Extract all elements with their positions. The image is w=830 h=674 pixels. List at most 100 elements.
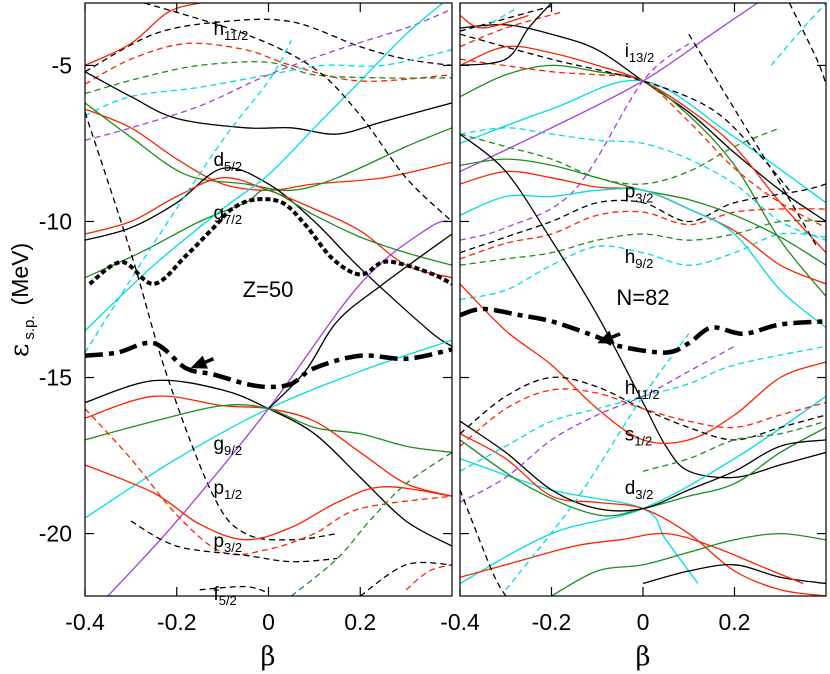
neutron-level-curve-40 bbox=[460, 14, 529, 29]
proton-level-curve-27 bbox=[405, 564, 452, 591]
orbital-j: 7/2 bbox=[224, 212, 242, 227]
proton-arrow-head bbox=[190, 355, 208, 369]
neutron-level-curve-11 bbox=[460, 127, 826, 241]
orbital-letter: h bbox=[625, 247, 636, 268]
neutron-level-curve-39 bbox=[788, 3, 826, 85]
proton-x-tick-label: 0.2 bbox=[344, 609, 376, 635]
proton-level-label: g7/2 bbox=[213, 203, 242, 227]
neutron-level-curve-0 bbox=[460, 5, 552, 32]
neutron-level-curve-31 bbox=[460, 388, 826, 447]
proton-level-curve-4 bbox=[85, 8, 452, 141]
orbital-j: 1/2 bbox=[634, 434, 652, 449]
orbital-letter: i bbox=[625, 41, 629, 62]
neutron-level-curve-19 bbox=[460, 187, 826, 329]
neutron-level-label: i13/2 bbox=[625, 41, 655, 65]
neutron-level-curve-33 bbox=[460, 345, 735, 503]
y-tick-label: -15 bbox=[39, 365, 72, 391]
proton-level-curve-7 bbox=[85, 108, 452, 191]
neutron-x-tick-label: -0.4 bbox=[440, 609, 480, 635]
proton-level-curve-3 bbox=[85, 49, 452, 116]
proton-panel: -0.4 -0.2 0 0.2 h11/2d5/2g7/2g9/2p1/2p3/2f5… bbox=[65, 2, 453, 635]
proton-level-curve-17 bbox=[107, 220, 452, 596]
neutron-level-curve-9 bbox=[460, 58, 826, 229]
orbital-letter: p bbox=[213, 478, 224, 499]
proton-level-curve-26 bbox=[199, 585, 269, 594]
orbital-j: 3/2 bbox=[635, 190, 653, 205]
proton-fermi-curve bbox=[88, 197, 452, 286]
neutron-ticks: -0.4 -0.2 0 0.2 bbox=[440, 3, 826, 635]
neutron-level-curve-24 bbox=[460, 426, 826, 517]
neutron-level-label: p3/2 bbox=[625, 181, 654, 205]
y-tick-label: -10 bbox=[39, 208, 72, 234]
orbital-j: 11/2 bbox=[635, 387, 659, 402]
orbital-j: 5/2 bbox=[219, 593, 237, 608]
y-axis-symbol: ε bbox=[5, 344, 35, 357]
orbital-letter: d bbox=[213, 150, 224, 171]
neutron-level-curve-27 bbox=[642, 563, 826, 585]
proton-level-label: g9/2 bbox=[213, 434, 242, 458]
y-tick-label: -5 bbox=[52, 52, 72, 78]
neutron-x-tick-label: -0.2 bbox=[532, 609, 572, 635]
proton-magic-label: Z=50 bbox=[243, 277, 294, 302]
proton-x-tick-label: -0.4 bbox=[65, 609, 105, 635]
proton-level-curve-14 bbox=[85, 40, 292, 353]
neutron-overlays bbox=[460, 306, 826, 355]
neutron-level-label: s1/2 bbox=[625, 425, 653, 449]
proton-level-curve-24 bbox=[290, 451, 452, 596]
neutron-level-curve-32 bbox=[460, 345, 826, 472]
neutron-level-curve-10 bbox=[460, 127, 781, 185]
proton-level-curve-13 bbox=[85, 339, 452, 519]
neutron-level-curve-30 bbox=[460, 376, 826, 441]
proton-level-curve-6 bbox=[85, 3, 200, 66]
neutron-level-curve-4 bbox=[460, 45, 826, 254]
y-tick-labels: -5 -10 -15 -20 bbox=[39, 52, 72, 546]
proton-level-curve-2 bbox=[85, 61, 452, 95]
neutron-level-curve-13 bbox=[460, 183, 826, 254]
neutron-level-curve-16 bbox=[460, 232, 826, 301]
proton-level-curve-8 bbox=[85, 102, 452, 192]
proton-x-axis-title: β bbox=[260, 642, 275, 672]
neutron-level-curve-14 bbox=[460, 208, 826, 260]
proton-level-curve-28 bbox=[359, 561, 452, 596]
neutron-magic-label: N=82 bbox=[616, 285, 669, 310]
proton-gap-curve bbox=[85, 340, 452, 390]
proton-arrow-shaft bbox=[204, 357, 215, 364]
neutron-level-curve-26 bbox=[460, 420, 826, 512]
proton-x-tick-label: 0 bbox=[262, 609, 275, 635]
neutron-arrow-head bbox=[597, 330, 615, 344]
neutron-level-curve-37 bbox=[688, 33, 818, 247]
orbital-j: 3/2 bbox=[635, 487, 653, 502]
proton-level-curve-10 bbox=[85, 177, 452, 279]
neutron-level-curve-34 bbox=[642, 420, 826, 472]
orbital-letter: p bbox=[213, 531, 224, 552]
proton-level-label: f5/2 bbox=[213, 584, 236, 608]
orbital-letter: h bbox=[625, 378, 636, 399]
neutron-level-curve-35 bbox=[505, 333, 690, 591]
neutron-level-curve-38 bbox=[770, 3, 826, 66]
neutron-level-curve-2 bbox=[482, 8, 516, 29]
neutron-x-axis-title: β bbox=[635, 642, 650, 672]
y-axis-unit: (MeV) bbox=[7, 243, 33, 306]
proton-level-curve-15 bbox=[144, 3, 452, 222]
orbital-j: 9/2 bbox=[635, 256, 653, 271]
proton-level-label: p1/2 bbox=[213, 478, 242, 502]
neutron-level-curve-36 bbox=[460, 489, 507, 596]
neutron-level-label: h11/2 bbox=[625, 378, 660, 402]
neutron-level-label: h9/2 bbox=[625, 247, 654, 271]
proton-level-curve-23 bbox=[85, 408, 452, 556]
proton-ticks: -0.4 -0.2 0 0.2 bbox=[65, 3, 452, 635]
neutron-level-curve-28 bbox=[460, 532, 804, 585]
proton-level-label: d5/2 bbox=[213, 150, 242, 174]
orbital-j: 1/2 bbox=[224, 487, 242, 502]
neutron-x-tick-label: 0 bbox=[637, 609, 650, 635]
proton-level-label: h11/2 bbox=[213, 19, 248, 43]
neutron-level-curve-1 bbox=[460, 11, 561, 48]
orbital-letter: f bbox=[213, 584, 219, 605]
orbital-letter: g bbox=[213, 203, 224, 224]
neutron-level-curve-8 bbox=[460, 33, 790, 191]
proton-level-curve-19 bbox=[85, 395, 452, 497]
neutron-level-curve-41 bbox=[460, 3, 552, 67]
